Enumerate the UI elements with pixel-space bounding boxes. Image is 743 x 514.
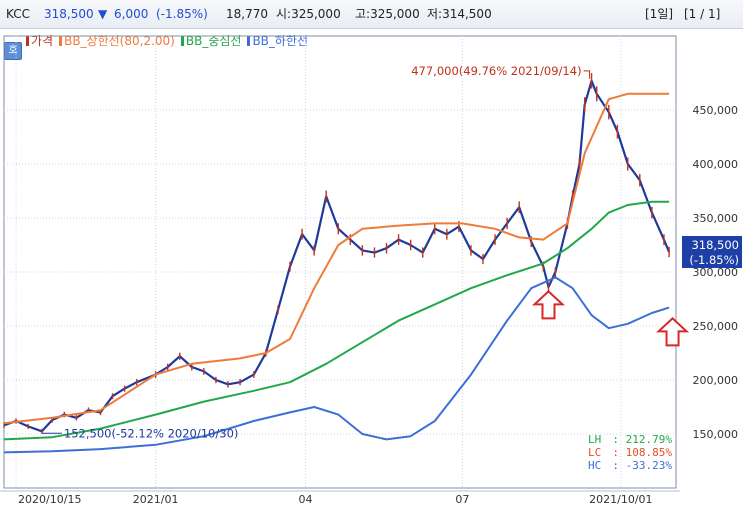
legend-swatch — [247, 36, 251, 46]
open-price: 시:325,000 — [276, 7, 341, 21]
stat-label: HC — [588, 459, 601, 472]
up-arrow-icon — [656, 317, 690, 347]
up-arrow-icon — [531, 290, 566, 320]
y-tick-label: 400,000 — [693, 158, 739, 171]
period-selector[interactable]: [1일] — [645, 7, 674, 21]
last-price-label: 318,500 — [691, 238, 739, 252]
x-tick-label: 04 — [299, 493, 313, 506]
legend-label: BB_하한선 — [252, 34, 309, 48]
last-price-tag — [682, 236, 742, 269]
legend-swatch — [59, 36, 63, 46]
y-tick-label: 350,000 — [693, 212, 739, 225]
stat-label: LH — [588, 433, 601, 446]
legend-label: BB_상한선(80,2.00) — [64, 34, 175, 48]
x-tick-label: 2020/10/15 — [18, 493, 81, 506]
chart-legend: 가격 BB_상한선(80,2.00) BB_중심선 BB_하한선 — [26, 30, 314, 54]
series-line-1 — [3, 92, 670, 425]
series-line-3 — [3, 276, 670, 454]
x-tick-label: 2021/01 — [133, 493, 179, 506]
chart-header: KCC 318,500 ▼ 6,000 (-1.85%) 18,770 시:32… — [0, 0, 743, 29]
stock-name: KCC — [6, 7, 30, 21]
legend-item: 가격 — [26, 30, 53, 52]
annotation-label: 152,500(-52.12% 2020/10/30) — [64, 426, 238, 440]
legend-item: BB_중심선 — [180, 30, 242, 52]
stat-value: : -33.23% — [612, 459, 672, 472]
legend-swatch — [180, 36, 184, 46]
legend-item: BB_상한선(80,2.00) — [59, 30, 175, 52]
high-price: 고:325,000 — [355, 7, 420, 21]
low-price: 저:314,500 — [427, 7, 492, 21]
last-price-pct: (-1.85%) — [689, 253, 739, 267]
stat-label: LC — [588, 446, 601, 459]
current-price: 318,500 — [44, 7, 94, 21]
y-tick-label: 300,000 — [693, 266, 739, 279]
legend-swatch — [26, 36, 29, 46]
x-tick-label: 07 — [455, 493, 469, 506]
series-line-2 — [3, 200, 670, 441]
page-indicator[interactable]: [1 / 1] — [684, 7, 721, 21]
price-change: 6,000 — [114, 7, 149, 21]
y-tick-label: 150,000 — [693, 428, 739, 441]
side-button[interactable]: 호 — [4, 42, 22, 60]
annotation-label: 477,000(49.76% 2021/09/14) — [411, 64, 581, 78]
annotation-leader — [583, 70, 591, 79]
y-tick-label: 450,000 — [693, 104, 739, 117]
change-arrow-icon: ▼ — [98, 7, 108, 21]
legend-label: 가격 — [31, 34, 54, 48]
series-line-0 — [3, 79, 671, 433]
legend-label: BB_중심선 — [185, 34, 242, 48]
plot-frame — [3, 35, 677, 489]
volume: 18,770 — [226, 7, 268, 21]
y-tick-label: 250,000 — [693, 320, 739, 333]
x-tick-label: 2021/10/01 — [589, 493, 652, 506]
legend-item: BB_하한선 — [247, 30, 308, 52]
price-change-pct: (-1.85%) — [156, 7, 208, 21]
y-tick-label: 200,000 — [693, 374, 739, 387]
stat-value: : 212.79% — [612, 433, 672, 446]
stat-value: : 108.85% — [612, 446, 672, 459]
